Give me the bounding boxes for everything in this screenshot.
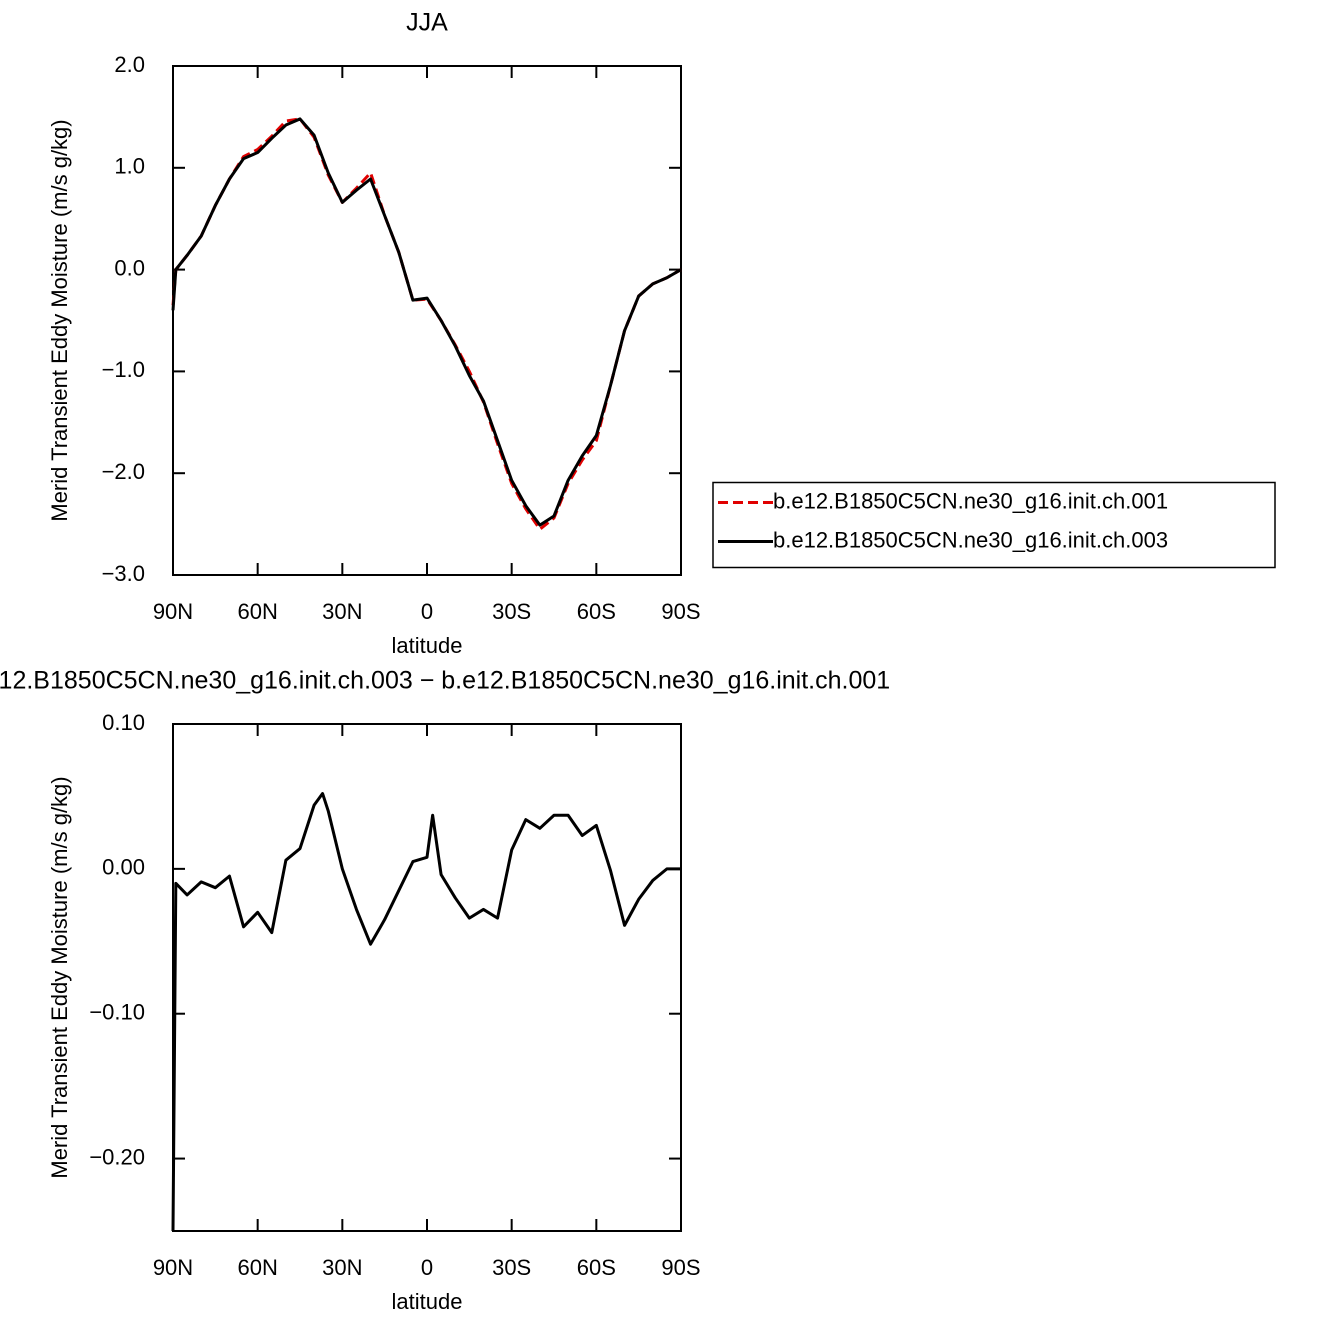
y-tick-label: −3.0 bbox=[102, 561, 145, 586]
y-tick-label: −1.0 bbox=[102, 357, 145, 382]
chart-title: b.e12.B1850C5CN.ne30_g16.init.ch.003 − b… bbox=[0, 667, 890, 695]
x-axis-label: latitude bbox=[392, 633, 463, 658]
x-tick-label: 90N bbox=[153, 1255, 193, 1280]
chart-title: JJA bbox=[406, 9, 448, 37]
x-tick-label: 30S bbox=[492, 599, 531, 624]
x-tick-label: 0 bbox=[421, 599, 433, 624]
plot-frame bbox=[172, 65, 682, 576]
legend-label: b.e12.B1850C5CN.ne30_g16.init.ch.001 bbox=[773, 488, 1168, 513]
y-axis-label: Merid Transient Eddy Moisture (m/s g/kg) bbox=[47, 776, 72, 1178]
y-tick-label: 0.10 bbox=[102, 710, 145, 735]
x-tick-label: 60S bbox=[577, 1255, 616, 1280]
x-tick-label: 30N bbox=[322, 599, 362, 624]
y-tick-label: −0.20 bbox=[89, 1144, 145, 1169]
x-tick-label: 90S bbox=[661, 599, 700, 624]
data-line bbox=[171, 117, 682, 527]
x-axis-label: latitude bbox=[392, 1289, 463, 1314]
legend-box bbox=[712, 481, 1276, 569]
x-tick-label: 0 bbox=[421, 1255, 433, 1280]
x-tick-label: 60N bbox=[237, 1255, 277, 1280]
y-tick-label: 2.0 bbox=[114, 52, 145, 77]
y-tick-label: 0.00 bbox=[102, 855, 145, 880]
x-tick-label: 90N bbox=[153, 599, 193, 624]
x-tick-label: 30N bbox=[322, 1255, 362, 1280]
y-tick-label: −2.0 bbox=[102, 459, 145, 484]
data-line bbox=[171, 117, 682, 531]
legend-label: b.e12.B1850C5CN.ne30_g16.init.ch.003 bbox=[773, 527, 1168, 552]
y-axis-label: Merid Transient Eddy Moisture (m/s g/kg) bbox=[47, 119, 72, 521]
plot-frame bbox=[172, 723, 682, 1232]
y-tick-label: 1.0 bbox=[114, 154, 145, 179]
data-line bbox=[171, 792, 681, 1232]
x-tick-label: 60S bbox=[577, 599, 616, 624]
x-tick-label: 60N bbox=[237, 599, 277, 624]
y-tick-label: 0.0 bbox=[114, 255, 145, 280]
x-tick-label: 90S bbox=[661, 1255, 700, 1280]
y-tick-label: −0.10 bbox=[89, 1000, 145, 1025]
x-tick-label: 30S bbox=[492, 1255, 531, 1280]
